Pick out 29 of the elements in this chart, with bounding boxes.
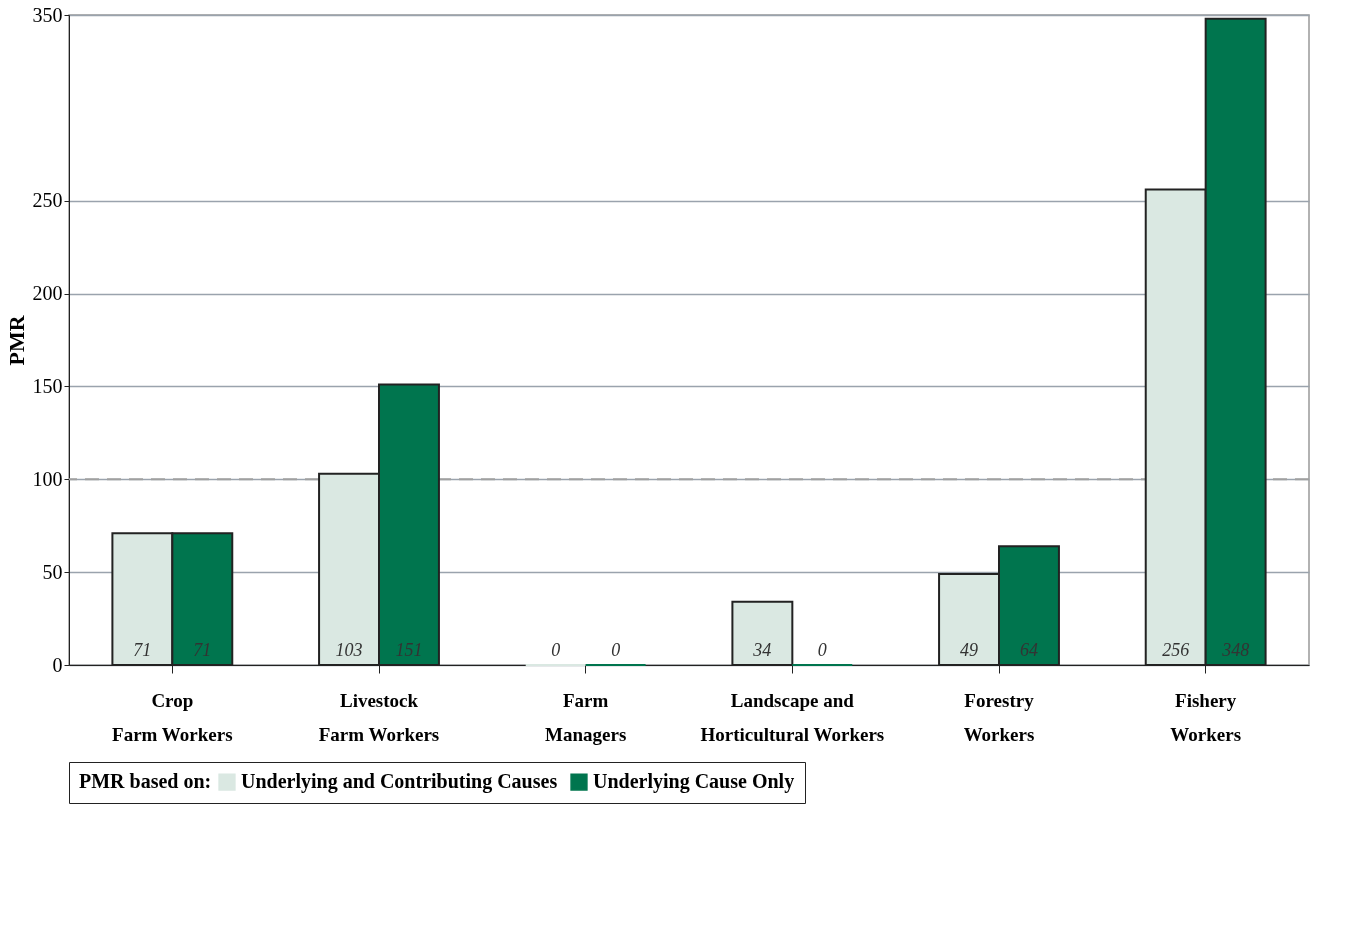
data-label: 348 [1221, 640, 1250, 660]
legend-label: Underlying Cause Only [593, 770, 795, 794]
y-tick-label: 250 [32, 189, 63, 212]
legend-label: Underlying and Contributing Causes [241, 770, 558, 794]
y-tick-label: 0 [52, 653, 63, 676]
data-label: 34 [752, 640, 772, 660]
x-tick-label: Landscape and Horticultural Workers [700, 689, 885, 745]
x-tick-label: Crop Farm Workers [112, 689, 233, 745]
y-tick-label: 100 [32, 467, 63, 490]
y-tick-label: 150 [32, 374, 63, 397]
data-label: 0 [611, 640, 621, 660]
data-label: 64 [1019, 640, 1038, 660]
x-tick-label: Forestry Workers [963, 689, 1035, 745]
data-label: 71 [133, 640, 152, 660]
x-tick-label: Fishery Workers [1170, 689, 1242, 745]
y-tick-label: 200 [32, 282, 63, 305]
data-label: 151 [395, 640, 423, 660]
legend-title: PMR based on: [79, 770, 212, 792]
data-label: 0 [817, 640, 827, 660]
y-axis-title: PMR [3, 314, 29, 366]
x-tick-label: Farm Managers [545, 689, 627, 745]
data-label: 0 [551, 640, 561, 660]
y-tick-label: 350 [32, 3, 63, 26]
data-label: 256 [1162, 640, 1190, 660]
y-tick-label: 50 [42, 560, 63, 583]
x-tick-label: Livestock Farm Workers [318, 689, 440, 745]
data-label: 103 [335, 640, 363, 660]
data-label: 49 [960, 640, 979, 660]
data-label: 71 [193, 640, 212, 660]
